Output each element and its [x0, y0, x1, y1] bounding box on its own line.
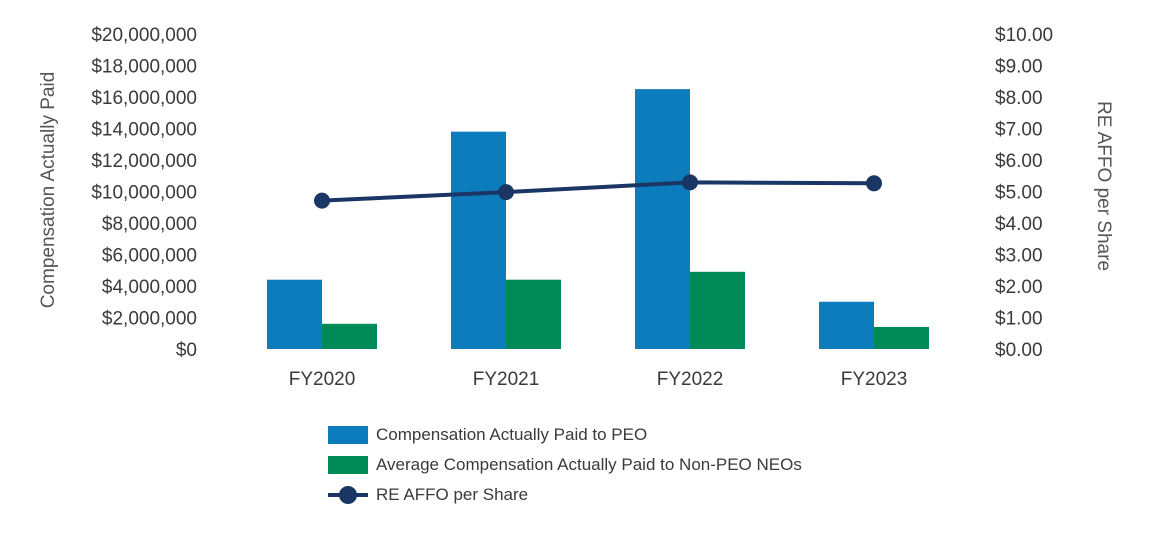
left-axis-tick-label: $4,000,000: [102, 277, 197, 298]
left-axis-tick-label: $14,000,000: [91, 120, 197, 141]
chart-canvas: $0 $2,000,000 $4,000,000 $6,000,000 $8,000,0…: [38, 25, 1114, 390]
right-axis-tick-label: $4.00: [995, 214, 1043, 235]
left-axis-tick-label: $16,000,000: [91, 88, 197, 109]
legend-swatch-non-peo: [328, 456, 368, 474]
legend-label-non-peo: Average Compensation Actually Paid to No…: [376, 455, 802, 474]
bar-peo: [267, 279, 322, 349]
category-label: FY2023: [841, 369, 908, 390]
left-axis-title: Compensation Actually Paid: [38, 72, 59, 309]
category-label: FY2022: [657, 369, 724, 390]
right-axis-tick-label: $7.00: [995, 120, 1043, 141]
legend-item-peo: Compensation Actually Paid to PEO: [328, 420, 802, 450]
right-axis-tick-label: $0.00: [995, 340, 1043, 361]
legend-label-peo: Compensation Actually Paid to PEO: [376, 425, 648, 444]
legend-label-affo: RE AFFO per Share: [376, 485, 529, 504]
affo-line: [321, 180, 875, 203]
right-axis-tick-label: $2.00: [995, 277, 1043, 298]
bar-non-peo: [506, 279, 561, 349]
left-axis-tick-label: $8,000,000: [102, 214, 197, 235]
bar-non-peo: [690, 271, 745, 349]
bar-series-group: [267, 89, 929, 349]
legend-item-affo: RE AFFO per Share: [328, 480, 802, 510]
right-axis-tick-label: $3.00: [995, 246, 1043, 267]
left-axis-tick-label: $20,000,000: [91, 25, 197, 46]
bar-peo: [819, 301, 874, 349]
line-series-group: [314, 174, 882, 209]
right-axis-title: RE AFFO per Share: [1093, 101, 1114, 271]
bar-peo: [451, 131, 506, 349]
left-axis-tick-label: $18,000,000: [91, 57, 197, 78]
right-axis-tick-label: $10.00: [995, 25, 1053, 46]
right-axis-tick-label: $1.00: [995, 309, 1043, 330]
category-label: FY2021: [473, 369, 540, 390]
left-axis-tick-label: $2,000,000: [102, 309, 197, 330]
right-axis-ticks: $0.00 $1.00 $2.00 $3.00 $4.00 $5.00 $6.00 $7.00…: [995, 25, 1053, 361]
left-axis-tick-label: $0: [176, 340, 197, 361]
left-axis-tick-label: $12,000,000: [91, 151, 197, 172]
affo-point: [314, 192, 330, 209]
bar-peo: [635, 89, 690, 349]
bar-non-peo: [322, 323, 377, 349]
right-axis-tick-label: $8.00: [995, 88, 1043, 109]
bar-non-peo: [874, 326, 929, 349]
right-axis-tick-label: $9.00: [995, 57, 1043, 78]
legend-item-non-peo: Average Compensation Actually Paid to No…: [328, 450, 802, 480]
affo-point: [498, 184, 514, 201]
left-axis-tick-label: $6,000,000: [102, 246, 197, 267]
right-axis-tick-label: $6.00: [995, 151, 1043, 172]
right-axis-tick-label: $5.00: [995, 183, 1043, 204]
category-labels: FY2020 FY2021 FY2022 FY2023: [289, 369, 908, 390]
left-axis-tick-label: $10,000,000: [91, 183, 197, 204]
left-axis-ticks: $0 $2,000,000 $4,000,000 $6,000,000 $8,000,0…: [91, 25, 197, 361]
affo-point: [682, 174, 698, 191]
category-label: FY2020: [289, 369, 356, 390]
legend-line-marker-icon: [328, 486, 368, 504]
affo-point: [866, 175, 882, 192]
legend: Compensation Actually Paid to PEO Averag…: [328, 420, 802, 510]
legend-swatch-peo: [328, 426, 368, 444]
